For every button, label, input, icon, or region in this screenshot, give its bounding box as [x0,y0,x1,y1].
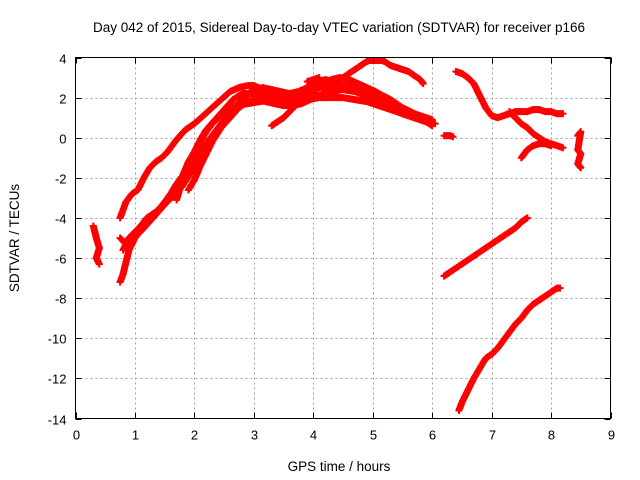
axis-ticks [75,57,612,420]
y-tick-labels: -14 -12 -10 -8 -6 -4 -2 0 2 4 [48,52,67,428]
x-tick-label: 5 [370,428,377,443]
y-axis-label: SDTVAR / TECUs [7,184,22,293]
y-tick-label: -8 [55,292,67,307]
series-15 [455,284,564,414]
chart-title: Day 042 of 2015, Sidereal Day-to-day VTE… [93,20,585,35]
y-tick-label: -2 [55,172,67,187]
y-tick-label: -14 [48,413,67,428]
series-7 [268,57,427,130]
data-point [559,284,561,292]
data-points [89,57,585,414]
x-tick-label: 9 [608,428,615,443]
x-axis-label: GPS time / hours [288,459,391,474]
data-point [452,133,454,141]
series-9 [440,132,457,141]
data-point [434,120,437,128]
data-point [579,164,582,172]
series-0 [89,222,103,268]
series-12 [517,140,555,162]
data-point [205,109,208,117]
x-tick-label: 0 [73,428,80,443]
plot-frame [75,57,611,419]
y-tick-label: -12 [48,372,67,387]
data-point [526,214,529,222]
x-tick-labels: 0 1 2 3 4 5 6 7 8 9 [73,428,615,443]
series-13 [574,128,585,172]
x-tick-label: 2 [191,428,198,443]
data-point [550,142,553,150]
x-tick-label: 8 [548,428,555,443]
y-tick-label: -6 [55,252,67,267]
data-point [431,116,434,124]
y-tick-label: 2 [59,92,66,107]
data-point [318,74,321,82]
x-tick-label: 3 [251,428,258,443]
y-tick-label: -10 [48,332,67,347]
series-10 [452,68,567,122]
x-tick-label: 4 [310,428,317,443]
data-point [561,144,564,152]
x-tick-label: 7 [489,428,496,443]
data-point [98,260,101,268]
data-point [561,110,564,118]
x-tick-label: 6 [429,428,436,443]
data-point [422,80,425,88]
y-tick-label: 0 [59,132,66,147]
series-8 [303,74,323,86]
y-tick-label: -4 [55,212,67,227]
x-tick-label: 1 [132,428,139,443]
series-14 [440,214,531,280]
y-tick-label: 4 [59,52,66,67]
